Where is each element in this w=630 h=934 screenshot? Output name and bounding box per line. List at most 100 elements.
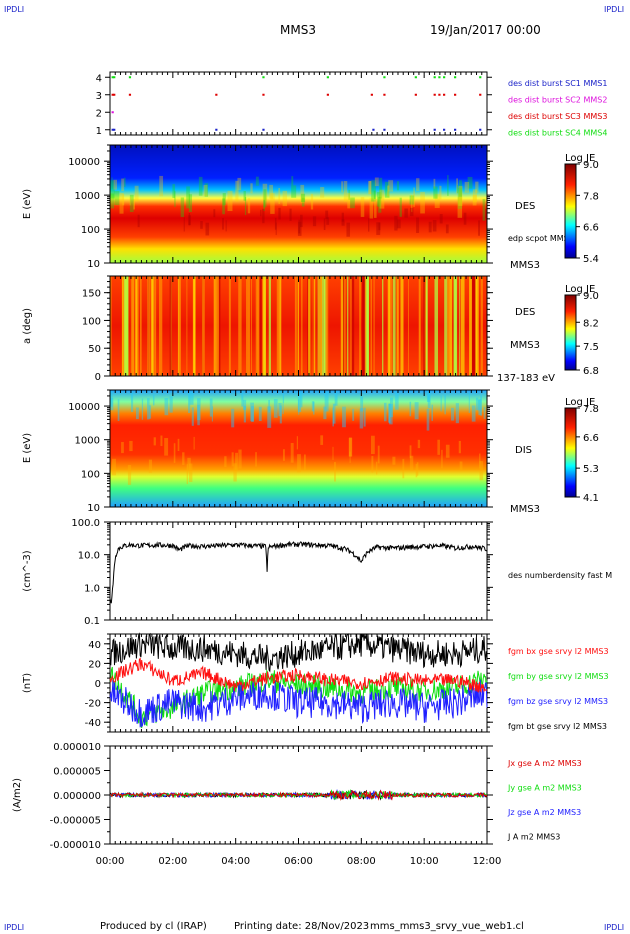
footer-produced-by: Produced by cl (IRAP) <box>100 921 207 932</box>
des-pitch-stripe <box>132 276 134 376</box>
des-energy-streak <box>458 180 462 197</box>
des-energy-streak <box>203 184 208 197</box>
des-energy-ytick-label: 1000 <box>75 191 100 202</box>
des-energy-streak <box>387 185 390 197</box>
burst-mark <box>113 93 116 96</box>
dis-energy-streak <box>290 443 294 463</box>
des-pitch-ytick-label: 100 <box>82 316 101 327</box>
des-pitch-stripe <box>312 276 314 376</box>
des-pitch-stripe <box>321 276 322 376</box>
dis-energy-streak <box>188 463 193 482</box>
des-energy-streak <box>482 198 486 221</box>
des-energy-ylabel: E (eV) <box>22 189 33 219</box>
des-energy-streak <box>373 190 376 199</box>
des-energy-streak <box>409 195 415 205</box>
burst-mark <box>128 76 132 79</box>
dis-energy-streak <box>209 398 213 417</box>
des-pitch-stripe <box>351 276 355 376</box>
dis-energy-streak <box>279 405 282 424</box>
current-ytick-label: 0.000005 <box>53 767 101 778</box>
des-pitch-stripe <box>364 276 367 376</box>
dis-energy-streak <box>313 401 315 415</box>
des-pitch-stripe <box>370 276 372 376</box>
des-energy-streak <box>433 178 436 189</box>
des-energy-streak <box>411 195 413 212</box>
magnetic-field-panel: -40 -20 0 20 40 (nT) fgm bx gse srvy l2 MMS3… <box>22 632 609 733</box>
dis-energy-streak <box>164 438 169 456</box>
des-energy-streak <box>445 224 449 234</box>
des-energy-streak <box>186 186 190 209</box>
dis-energy-streak <box>483 407 486 419</box>
des-energy-streak <box>447 175 449 196</box>
des-pitch-stripe <box>178 276 181 376</box>
des-energy-streak <box>379 189 385 209</box>
burst-mark <box>262 93 265 96</box>
des-energy-ytick-label: 10 <box>87 259 100 270</box>
des-energy-streak <box>312 216 317 227</box>
dis-energy-streak <box>121 442 124 454</box>
burst-mark <box>326 76 329 79</box>
corner-label-top-left: IPDLI <box>4 5 24 14</box>
current-density-panel: -0.000010 -0.000005 0.000000 0.000005 0.0000… <box>12 742 582 851</box>
dis-energy-streak <box>117 399 120 422</box>
des-pitch-stripe <box>123 276 128 376</box>
density-y-axis: 0.1 1.0 10.0 100.0 <box>71 518 493 627</box>
current-ytick-label: -0.000005 <box>50 816 101 827</box>
burst-mark <box>479 128 482 131</box>
dis-energy-streak <box>255 452 257 467</box>
dis-energy-streak <box>402 458 405 479</box>
des-energy-streak <box>394 215 398 231</box>
des-energy-streak <box>183 217 185 232</box>
time-axis: 00:00 02:00 04:00 06:00 08:00 10:00 12:00 <box>96 72 501 867</box>
footer-script-name: mms_mms3_srvy_vue_web1.cl <box>370 921 524 932</box>
des-energy-streak <box>467 176 473 189</box>
des-energy-streak <box>159 175 164 197</box>
dis-energy-streak <box>148 459 153 473</box>
des-pitch-stripe <box>218 276 221 376</box>
dis-energy-streak <box>348 437 352 457</box>
dis-energy-streak <box>480 395 482 416</box>
des-energy-texture <box>110 175 487 237</box>
current-legend-entry: Jy gse A m2 MMS3 <box>507 784 582 793</box>
des-pitch-stripe <box>238 276 242 376</box>
dis-energy-streak <box>268 399 270 413</box>
current-ylabel: (A/m2) <box>12 778 23 812</box>
des-pitch-stripe <box>301 276 303 376</box>
des-energy-streak <box>348 189 350 200</box>
des-energy-streak <box>243 190 246 201</box>
dis-energy-streak <box>475 397 479 411</box>
des-energy-streak <box>341 212 344 222</box>
des-energy-streak <box>188 213 191 226</box>
dis-energy-streak <box>173 443 176 463</box>
dis-energy-streak <box>273 399 278 418</box>
des-pitch-stripe <box>317 276 322 376</box>
des-energy-streak <box>341 219 345 226</box>
des-energy-streak <box>428 221 432 233</box>
des-energy-streak <box>463 212 467 225</box>
burst-mark <box>111 93 114 96</box>
des-pitch-stripe <box>365 276 369 376</box>
dis-energy-streak <box>147 398 150 420</box>
bfield-ytick-label: 40 <box>88 640 101 651</box>
bfield-ytick-label: -20 <box>85 699 101 710</box>
des-energy-ytick-label: 10000 <box>68 157 100 168</box>
dis-energy-streak <box>235 452 239 471</box>
des-energy-streak <box>270 193 275 214</box>
burst-mark <box>438 76 441 79</box>
colorbar-tick-label: 8.2 <box>583 318 599 329</box>
dis-energy-streak <box>342 406 346 428</box>
des-energy-streak <box>420 192 425 214</box>
dis-energy-panel: 10 100 1000 10000 E (eV) DIS MMS3 Log JE7.8… <box>22 389 599 515</box>
des-energy-streak <box>376 222 381 236</box>
burst-mark <box>111 128 114 131</box>
des-energy-streak <box>472 189 478 203</box>
burst-ytick-label: 2 <box>96 108 102 119</box>
des-energy-streak <box>235 180 239 202</box>
des-energy-streak <box>278 207 281 220</box>
dis-energy-y-axis: 10 100 1000 10000 <box>68 389 493 514</box>
des-pitch-stripe <box>308 276 311 376</box>
des-energy-streak <box>439 214 443 224</box>
dis-energy-streak <box>189 391 194 405</box>
des-pitch-stripe <box>246 276 249 376</box>
dis-energy-streak <box>478 399 482 416</box>
